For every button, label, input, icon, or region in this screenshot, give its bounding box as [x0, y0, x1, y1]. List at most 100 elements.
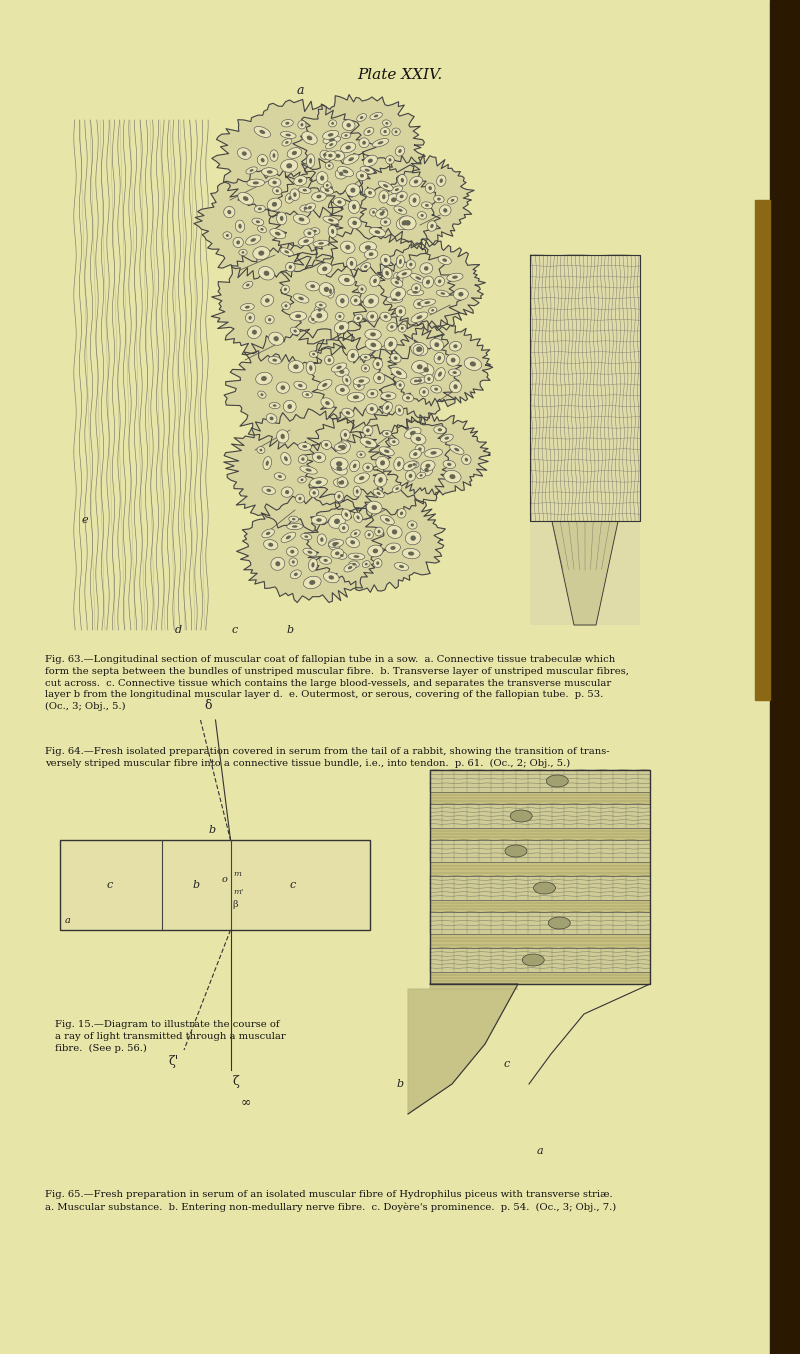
Ellipse shape — [328, 218, 334, 222]
Ellipse shape — [450, 474, 455, 479]
Ellipse shape — [382, 267, 392, 279]
Ellipse shape — [411, 376, 427, 385]
Ellipse shape — [419, 474, 422, 477]
Ellipse shape — [398, 209, 402, 211]
Ellipse shape — [300, 466, 318, 474]
Ellipse shape — [383, 184, 388, 188]
Ellipse shape — [392, 529, 398, 535]
Ellipse shape — [319, 303, 322, 306]
Ellipse shape — [290, 188, 300, 200]
Ellipse shape — [241, 303, 254, 311]
Ellipse shape — [373, 548, 378, 554]
Ellipse shape — [349, 561, 359, 567]
Ellipse shape — [340, 554, 343, 556]
Ellipse shape — [328, 359, 331, 362]
Ellipse shape — [335, 313, 344, 321]
Ellipse shape — [380, 127, 390, 135]
Ellipse shape — [417, 364, 422, 370]
Ellipse shape — [464, 357, 482, 371]
Ellipse shape — [409, 474, 412, 478]
Ellipse shape — [321, 398, 334, 409]
Ellipse shape — [323, 135, 341, 144]
Ellipse shape — [364, 249, 378, 259]
Ellipse shape — [329, 288, 332, 294]
Bar — [430, 913, 650, 934]
Ellipse shape — [281, 160, 298, 172]
Ellipse shape — [316, 172, 328, 184]
Ellipse shape — [269, 332, 284, 345]
Ellipse shape — [377, 492, 381, 496]
Ellipse shape — [427, 221, 437, 232]
Ellipse shape — [367, 389, 378, 398]
Ellipse shape — [250, 169, 254, 172]
Ellipse shape — [400, 195, 404, 198]
Ellipse shape — [382, 194, 386, 199]
Ellipse shape — [379, 447, 394, 456]
Ellipse shape — [413, 291, 418, 294]
Ellipse shape — [425, 204, 429, 207]
Ellipse shape — [311, 516, 326, 524]
Ellipse shape — [342, 509, 351, 520]
Ellipse shape — [270, 150, 278, 161]
Ellipse shape — [410, 450, 422, 459]
Ellipse shape — [332, 542, 337, 547]
Ellipse shape — [414, 379, 418, 382]
Ellipse shape — [442, 259, 447, 261]
Ellipse shape — [281, 452, 291, 464]
Ellipse shape — [322, 383, 327, 387]
Bar — [430, 900, 650, 913]
Polygon shape — [237, 496, 387, 603]
Polygon shape — [194, 169, 343, 279]
Ellipse shape — [310, 489, 319, 497]
Ellipse shape — [278, 475, 282, 478]
Ellipse shape — [454, 288, 468, 301]
Ellipse shape — [286, 194, 294, 203]
Ellipse shape — [386, 297, 402, 303]
Polygon shape — [388, 324, 493, 406]
Ellipse shape — [328, 154, 333, 157]
Ellipse shape — [281, 532, 296, 543]
Ellipse shape — [334, 443, 346, 451]
Polygon shape — [279, 227, 464, 363]
Bar — [430, 770, 650, 984]
Ellipse shape — [334, 519, 340, 524]
Ellipse shape — [412, 360, 428, 374]
Ellipse shape — [344, 563, 356, 571]
Ellipse shape — [280, 131, 296, 138]
Ellipse shape — [289, 265, 292, 269]
Ellipse shape — [336, 462, 342, 467]
Ellipse shape — [336, 366, 342, 370]
Ellipse shape — [341, 481, 344, 485]
Text: o: o — [222, 875, 227, 884]
Ellipse shape — [286, 134, 291, 137]
Ellipse shape — [331, 462, 347, 475]
Ellipse shape — [286, 122, 290, 125]
Ellipse shape — [286, 535, 291, 539]
Ellipse shape — [235, 221, 245, 233]
Ellipse shape — [450, 199, 454, 202]
Text: c: c — [504, 1059, 510, 1070]
Ellipse shape — [352, 563, 356, 566]
Ellipse shape — [268, 318, 271, 321]
Ellipse shape — [335, 168, 347, 179]
Ellipse shape — [224, 207, 235, 218]
Ellipse shape — [265, 315, 274, 324]
Ellipse shape — [416, 437, 421, 441]
Ellipse shape — [438, 279, 442, 283]
Ellipse shape — [418, 363, 434, 376]
Ellipse shape — [303, 577, 321, 589]
Ellipse shape — [365, 563, 368, 566]
Ellipse shape — [324, 287, 329, 292]
Ellipse shape — [410, 378, 422, 385]
Polygon shape — [224, 329, 395, 451]
Text: Fig. 64.—Fresh isolated preparation covered in serum from the tail of a rabbit, : Fig. 64.—Fresh isolated preparation cove… — [45, 747, 610, 768]
Ellipse shape — [410, 431, 416, 435]
Ellipse shape — [306, 135, 312, 141]
Bar — [430, 934, 650, 948]
Ellipse shape — [411, 343, 428, 356]
Ellipse shape — [419, 299, 435, 306]
Ellipse shape — [288, 360, 304, 372]
Bar — [430, 948, 650, 972]
Ellipse shape — [294, 294, 309, 303]
Text: ζ': ζ' — [169, 1055, 179, 1068]
